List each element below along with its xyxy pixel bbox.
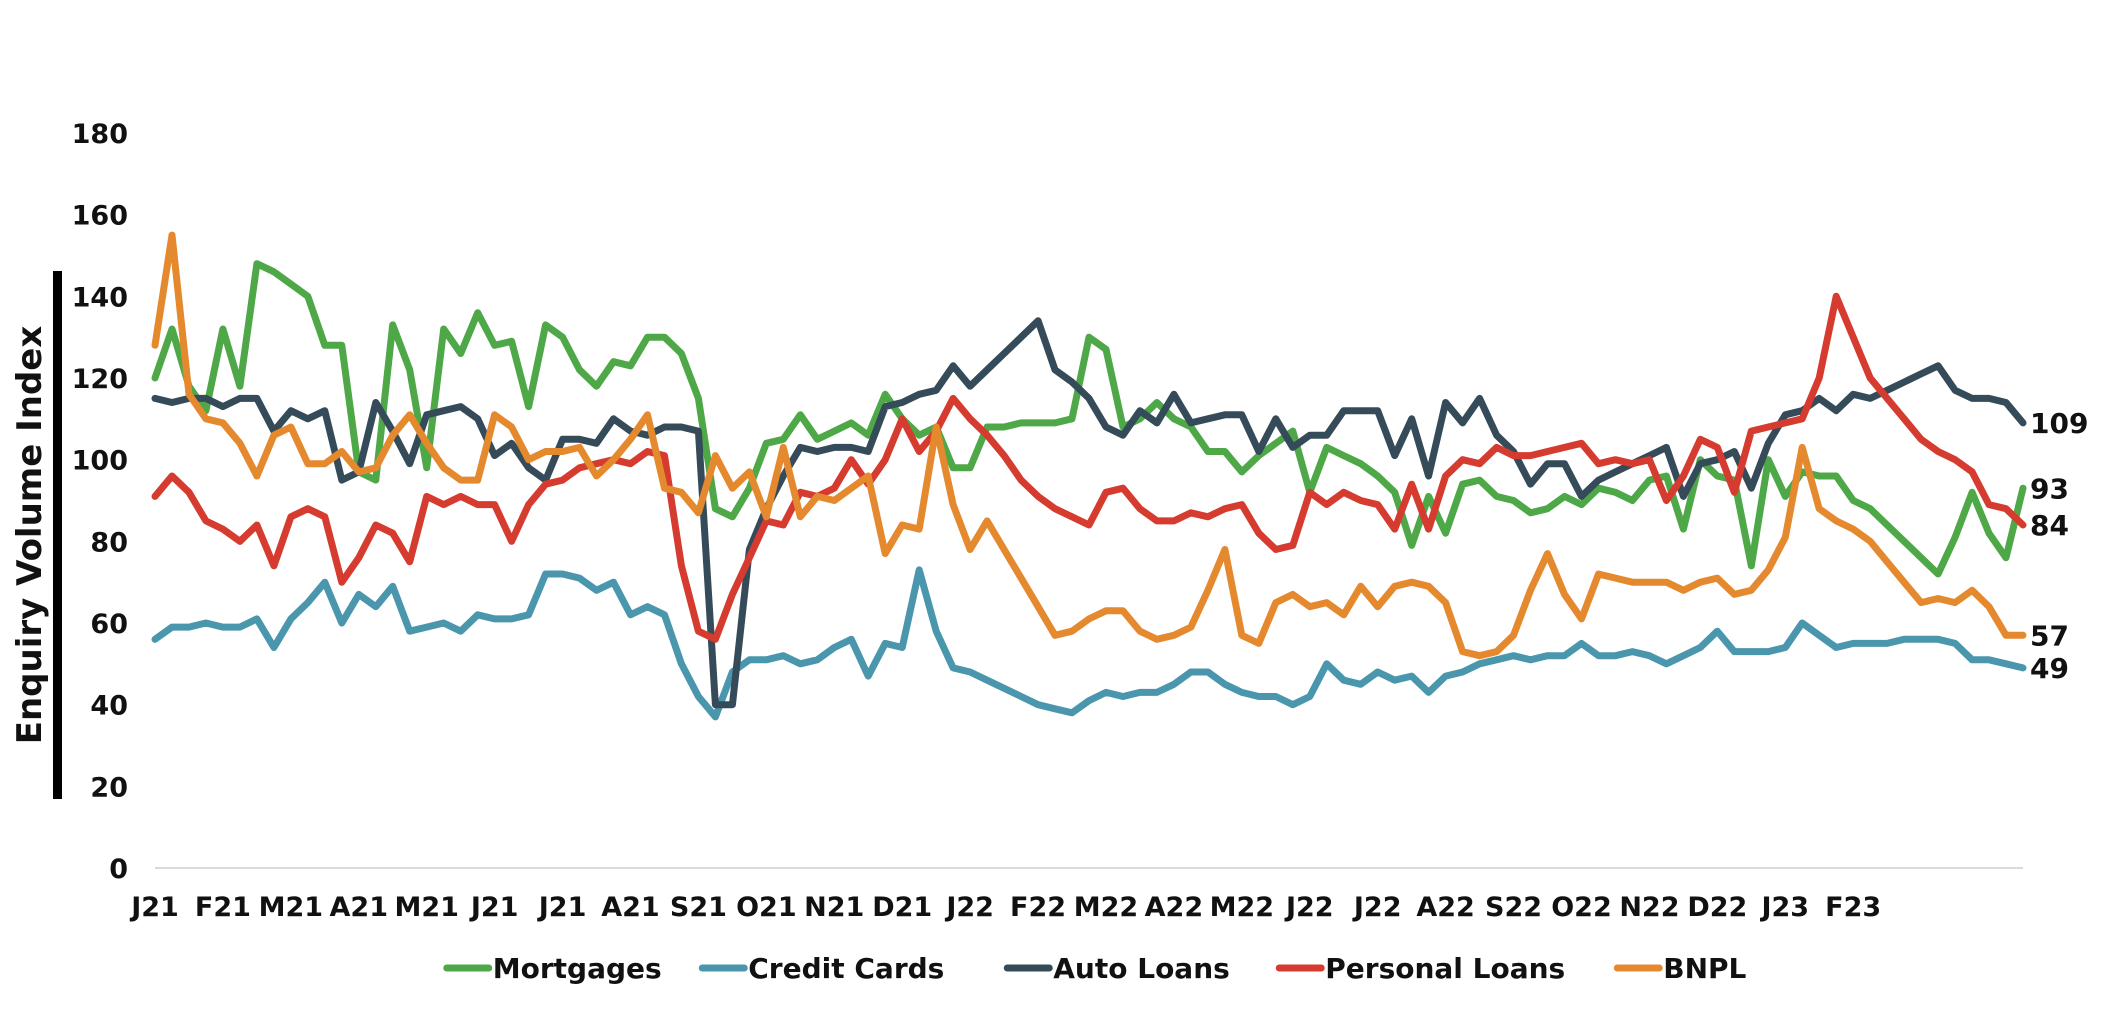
y-tick-label: 140 — [72, 282, 128, 313]
legend-label: Mortgages — [493, 952, 662, 985]
x-tick-label: A22 — [1145, 892, 1203, 923]
x-tick-label: F21 — [195, 892, 251, 923]
series-line-mortgages — [151, 260, 2027, 578]
series-line-auto-loans — [151, 317, 2027, 709]
x-tick-label: O22 — [1551, 892, 1612, 923]
legend-item: BNPL — [1613, 952, 1747, 985]
x-tick-label: M21 — [259, 892, 323, 923]
x-tick-label: J23 — [1759, 892, 1809, 923]
legend-label: Credit Cards — [748, 952, 944, 985]
x-axis-ticks: J21 F21 M21 A21 M21 J21 J21 A21 S21 O21 N21 D21 J22 F… — [129, 892, 1881, 923]
end-value-label: 49 — [2030, 652, 2069, 685]
end-value-label: 57 — [2030, 619, 2069, 652]
y-axis-title: Enquiry Volume Index — [10, 326, 50, 745]
legend: Mortgages Credit Cards Auto Loans Personal … — [443, 952, 1747, 985]
x-tick-label: J22 — [1352, 892, 1402, 923]
y-tick-label: 180 — [72, 119, 128, 150]
legend-label: BNPL — [1663, 952, 1746, 985]
y-tick-label: 40 — [90, 691, 128, 722]
x-tick-label: M22 — [1074, 892, 1138, 923]
series-lines — [151, 231, 2027, 721]
series-line-credit-cards — [151, 566, 2027, 721]
x-tick-label: S22 — [1485, 892, 1542, 923]
legend-label: Auto Loans — [1053, 952, 1230, 985]
x-tick-label: M21 — [394, 892, 458, 923]
x-tick-label: J21 — [469, 892, 519, 923]
x-tick-label: D22 — [1687, 892, 1747, 923]
series-line-personal-loans — [151, 292, 2027, 643]
x-tick-label: A21 — [330, 892, 388, 923]
x-tick-label: A21 — [601, 892, 659, 923]
y-tick-label: 20 — [90, 772, 128, 803]
x-tick-label: N22 — [1619, 892, 1679, 923]
end-value-label: 109 — [2030, 407, 2088, 440]
end-value-label: 84 — [2030, 509, 2069, 542]
series-line-bnpl — [151, 231, 2027, 660]
x-tick-label: J21 — [537, 892, 587, 923]
y-axis-ticks: 0 20 40 60 80 100 120 140 160 180 — [72, 119, 128, 885]
y-axis-title-group: Enquiry Volume Index — [10, 271, 62, 799]
x-tick-label: S21 — [670, 892, 727, 923]
x-tick-label: F22 — [1010, 892, 1066, 923]
x-tick-label: J22 — [1284, 892, 1334, 923]
x-tick-label: N21 — [804, 892, 864, 923]
y-tick-label: 120 — [72, 364, 128, 395]
y-tick-label: 0 — [109, 854, 128, 885]
y-tick-label: 160 — [72, 201, 128, 232]
y-tick-label: 60 — [90, 609, 128, 640]
x-tick-label: A22 — [1416, 892, 1474, 923]
legend-item: Credit Cards — [698, 952, 944, 985]
x-tick-label: J21 — [129, 892, 179, 923]
x-tick-label: O21 — [736, 892, 797, 923]
legend-label: Personal Loans — [1325, 952, 1565, 985]
y-axis-title-bar — [53, 271, 62, 799]
legend-item: Auto Loans — [1003, 952, 1230, 985]
x-tick-label: F23 — [1825, 892, 1881, 923]
x-tick-label: J22 — [944, 892, 994, 923]
end-value-label: 93 — [2030, 472, 2069, 505]
legend-item: Personal Loans — [1275, 952, 1565, 985]
legend-item: Mortgages — [443, 952, 662, 985]
x-tick-label: D21 — [872, 892, 932, 923]
y-tick-label: 80 — [90, 527, 128, 558]
x-tick-label: M22 — [1210, 892, 1274, 923]
y-tick-label: 100 — [72, 446, 128, 477]
